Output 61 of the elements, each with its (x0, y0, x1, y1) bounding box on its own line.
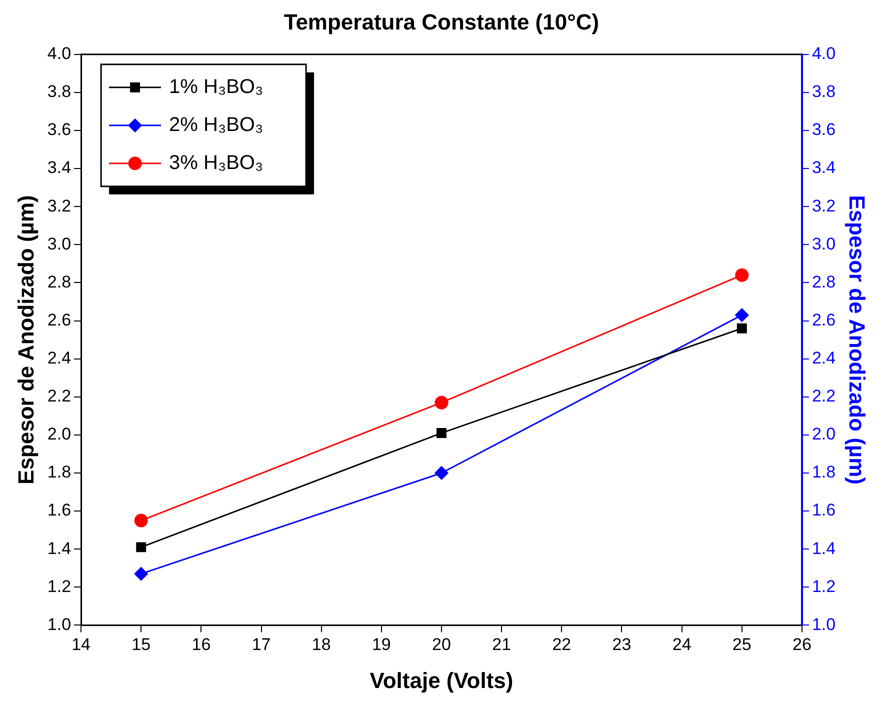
y-tick-label: 2.0 (47, 424, 72, 444)
x-tick-label: 25 (732, 635, 752, 654)
y-tick-label: 3.0 (47, 234, 72, 254)
point (434, 466, 448, 480)
y-tick-label: 1.8 (47, 462, 72, 482)
x-tick-label: 26 (792, 635, 812, 654)
y2-tick-label: 3.0 (812, 234, 836, 254)
y2-tick-label: 3.8 (812, 82, 836, 102)
y2-tick-label: 2.2 (812, 386, 836, 406)
y2-tick-label: 2.6 (812, 310, 836, 330)
y2-tick-label: 2.0 (812, 424, 836, 444)
y2-tick-label: 2.8 (812, 272, 836, 292)
legend-label: 3% H₃BO₃ (169, 152, 264, 174)
point (136, 542, 146, 552)
y2-tick-label: 3.6 (812, 120, 836, 140)
x-tick-label: 24 (672, 635, 692, 654)
point (735, 308, 749, 322)
y-tick-label: 2.2 (47, 386, 72, 406)
chart-title: Temperatura Constante (10°C) (284, 9, 600, 34)
y-tick-label: 3.6 (47, 120, 72, 140)
x-tick-label: 17 (252, 635, 271, 654)
y-tick-label: 1.4 (47, 538, 72, 558)
y-tick-label: 3.4 (47, 158, 72, 178)
y-tick-label: 3.2 (47, 196, 72, 216)
x-tick-label: 21 (492, 635, 512, 654)
point (436, 428, 446, 438)
y-tick-label: 1.6 (47, 500, 72, 520)
y2-tick-label: 1.2 (812, 576, 836, 596)
y2-tick-label: 1.4 (812, 538, 836, 558)
y2-tick-label: 1.0 (812, 614, 836, 634)
point (735, 268, 749, 282)
point (134, 567, 148, 581)
x-tick-label: 15 (132, 635, 151, 654)
x-tick-label: 22 (552, 635, 572, 654)
y2-tick-label: 1.6 (812, 500, 836, 520)
y-axis-title: Espesor de Anodizado (µm) (13, 195, 38, 484)
legend-label: 1% H₃BO₃ (169, 76, 264, 98)
y-tick-label: 2.4 (47, 348, 72, 368)
x-tick-label: 23 (612, 635, 632, 654)
y-tick-label: 4.0 (47, 44, 72, 64)
legend-label: 2% H₃BO₃ (169, 114, 264, 136)
y-tick-label: 3.8 (47, 82, 72, 102)
x-tick-label: 20 (432, 635, 451, 654)
y2-tick-label: 4.0 (812, 44, 836, 64)
point (134, 514, 148, 528)
x-tick-label: 18 (312, 635, 331, 654)
y2-axis-title: Espesor de Anodizado (µm) (844, 195, 870, 484)
y-tick-label: 1.2 (47, 576, 72, 596)
y-tick-label: 1.0 (47, 614, 72, 634)
x-tick-label: 14 (72, 635, 90, 654)
y2-tick-label: 2.4 (812, 348, 836, 368)
y2-tick-label: 1.8 (812, 462, 836, 482)
point (434, 396, 448, 410)
x-axis-title: Voltaje (Volts) (370, 668, 514, 693)
point (736, 323, 747, 334)
y2-tick-label: 3.4 (812, 158, 836, 178)
y2-tick-label: 3.2 (812, 196, 836, 216)
x-tick-label: 19 (372, 635, 391, 654)
y-tick-label: 2.6 (47, 310, 72, 330)
x-tick-label: 16 (192, 635, 211, 654)
y-tick-label: 2.8 (47, 272, 72, 292)
